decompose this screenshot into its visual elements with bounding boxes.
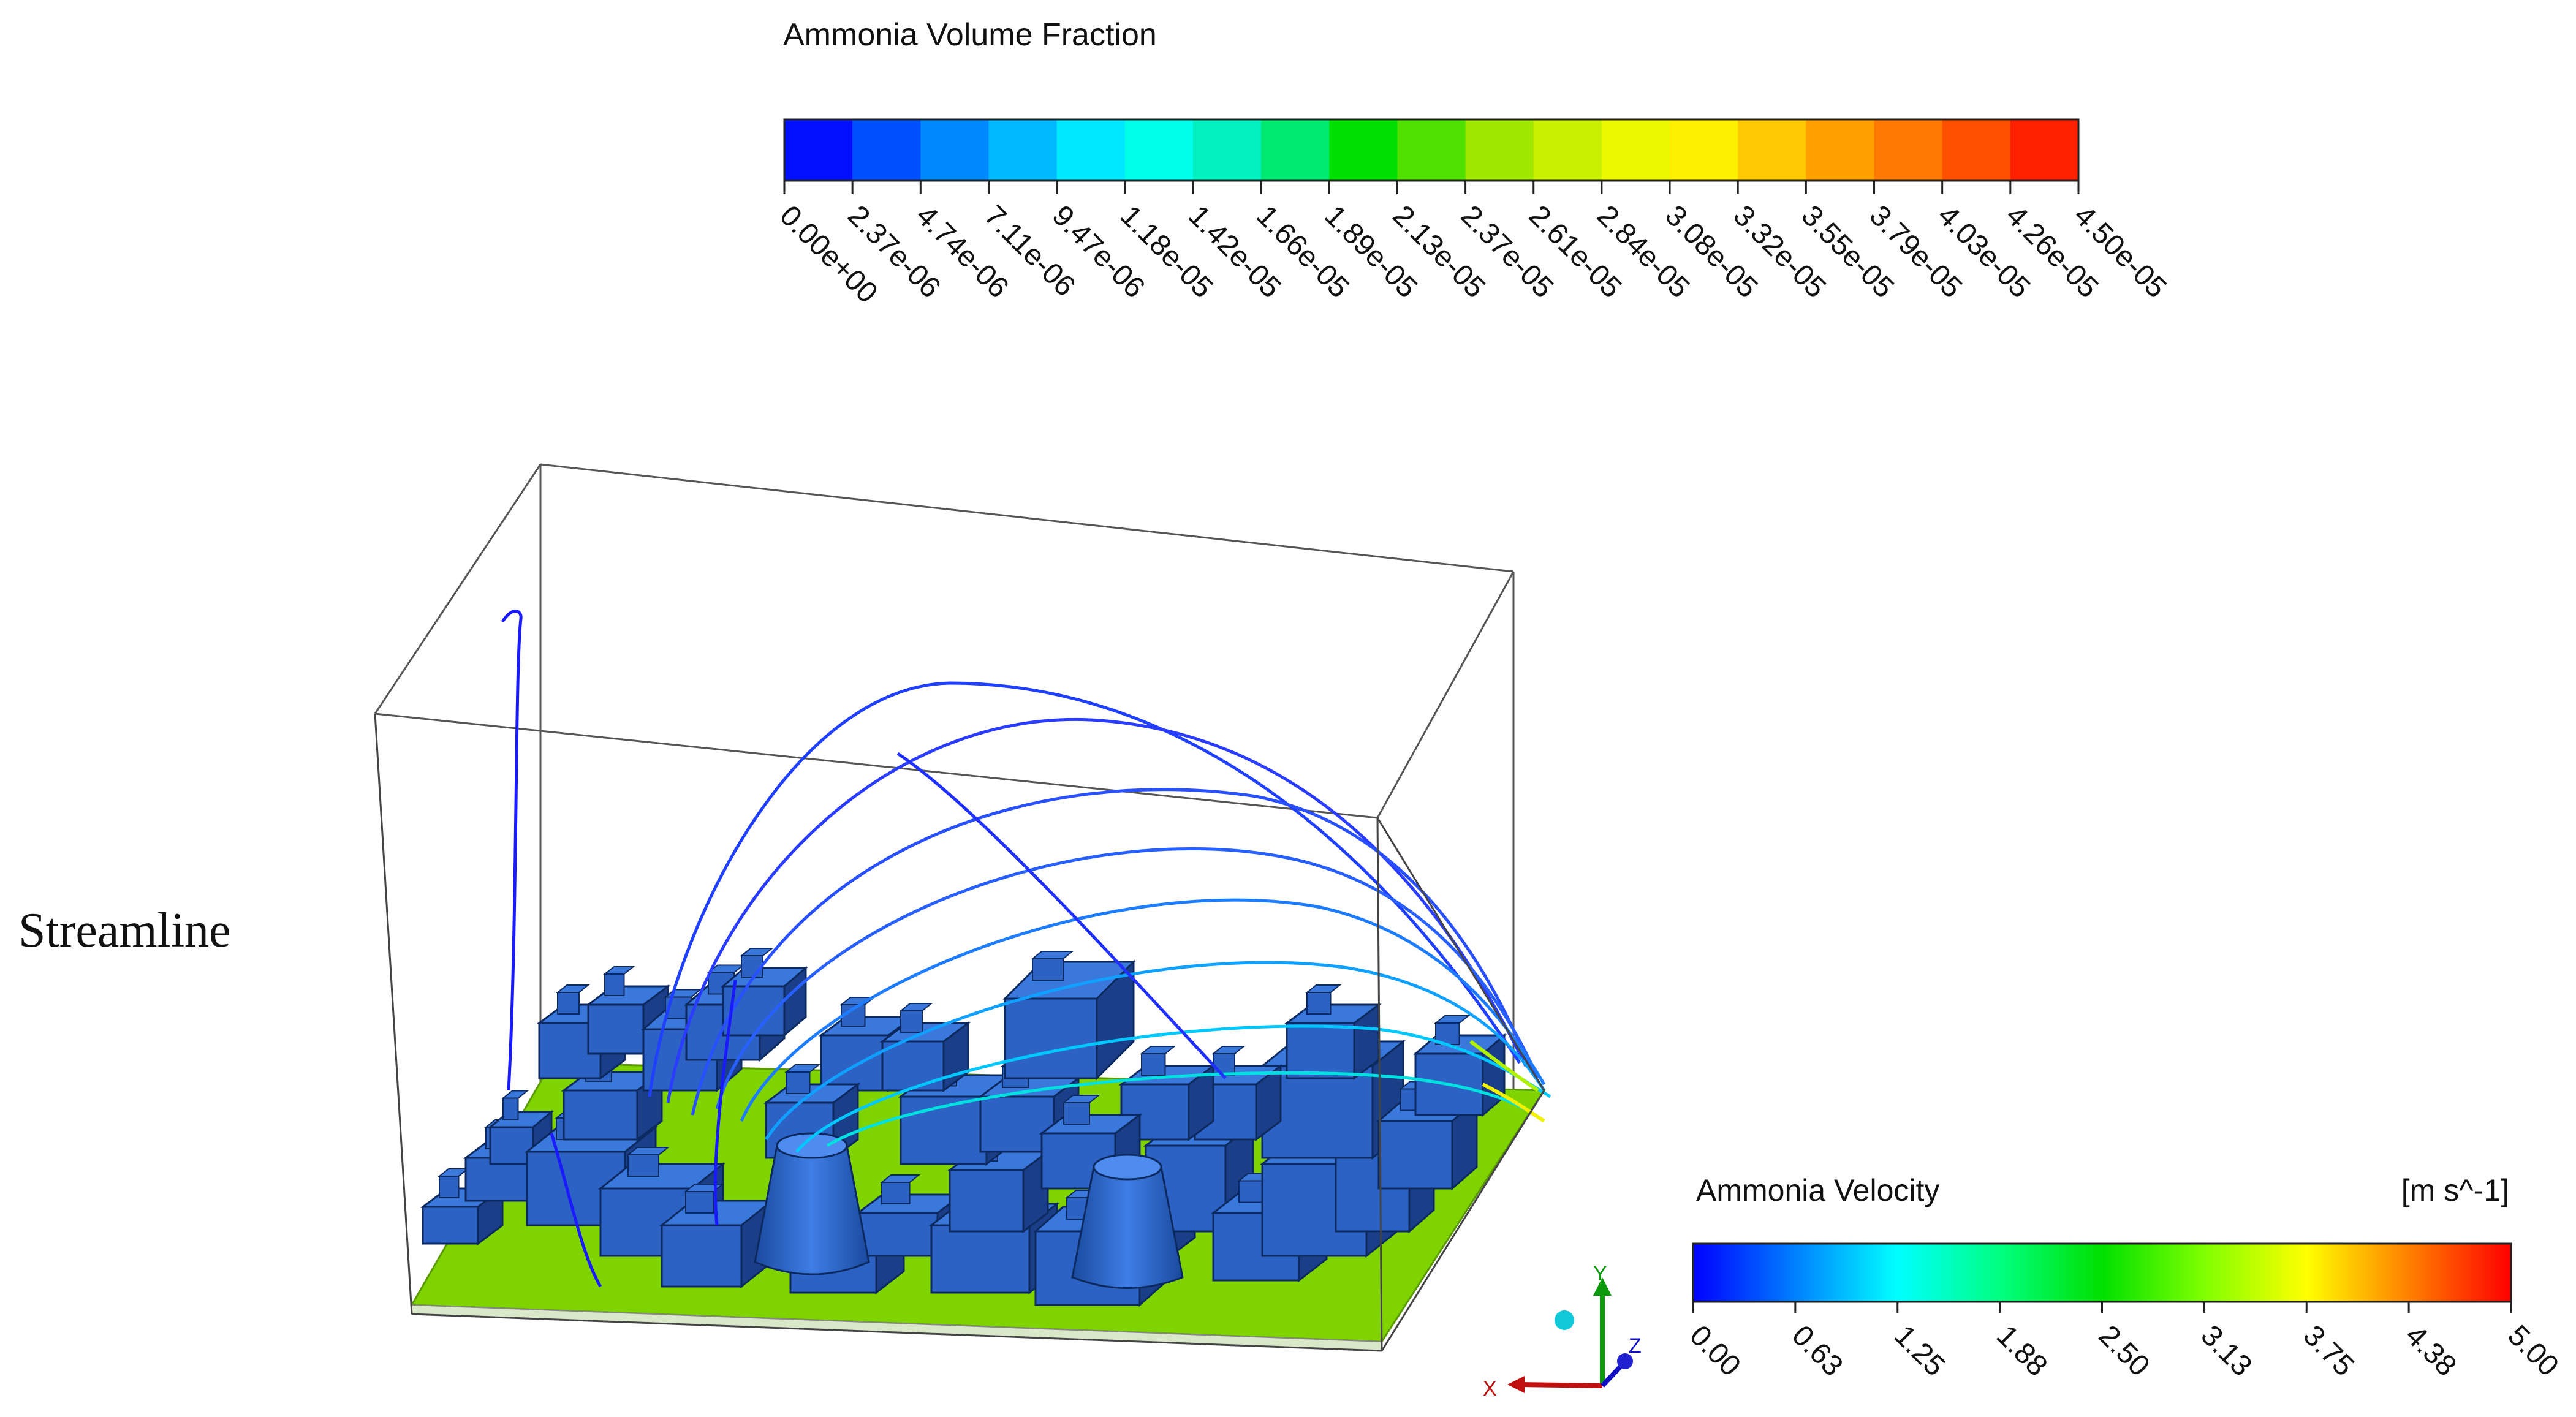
rooftop-unit — [1141, 1053, 1166, 1076]
building-front-face — [1377, 1120, 1453, 1190]
volume-fraction-band — [1261, 119, 1330, 181]
building-front-face — [1004, 997, 1098, 1079]
velocity-tick-label: 3.13 — [2195, 1319, 2259, 1383]
rooftop-unit-top — [740, 948, 774, 956]
rooftop-unit — [1032, 958, 1064, 981]
volume-fraction-band — [1329, 119, 1398, 181]
rooftop-unit-top — [1211, 1046, 1246, 1054]
building-front-face — [857, 1212, 939, 1257]
buildings — [420, 948, 1507, 1307]
domain-box-front — [374, 713, 1545, 1352]
velocity-tick-label: 0.00 — [1683, 1319, 1747, 1383]
volume-fraction-band — [1192, 119, 1262, 181]
velocity-tick-label: 1.88 — [1990, 1319, 2054, 1383]
volume-fraction-band — [1942, 119, 2011, 181]
rooftop-unit — [881, 1182, 911, 1204]
velocity-title: Ammonia Velocity — [1696, 1173, 1939, 1207]
rooftop-unit — [604, 973, 625, 996]
velocity-tick-label: 4.38 — [2399, 1319, 2463, 1383]
volume-fraction-band — [920, 119, 989, 181]
building-front-face — [949, 1169, 1025, 1233]
rooftop-unit-top — [880, 1174, 921, 1183]
velocity-tick-label: 5.00 — [2501, 1319, 2565, 1383]
axis-x-label: X — [1483, 1377, 1497, 1400]
axis-y-label: Y — [1593, 1262, 1607, 1285]
volume-fraction-band — [1806, 119, 1875, 181]
rooftop-unit-top — [438, 1168, 470, 1177]
rooftop-unit-top — [501, 1090, 529, 1099]
volume-fraction-band — [852, 119, 921, 181]
rooftop-unit — [1063, 1102, 1090, 1125]
rooftop-unit-top — [899, 1003, 933, 1011]
volume-fraction-band — [1056, 119, 1126, 181]
rooftop-unit — [1306, 992, 1332, 1015]
rooftop-unit — [627, 1154, 659, 1177]
rooftop-unit-top — [784, 1064, 821, 1073]
volume-fraction-band — [1670, 119, 1738, 181]
volume-fraction-band — [1465, 119, 1534, 181]
streamline-label: Streamline — [18, 904, 231, 958]
velocity-unit: [m s^-1] — [2401, 1173, 2509, 1207]
building-front-face — [1286, 1022, 1355, 1079]
volume-fraction-color-bar — [784, 119, 2079, 181]
rooftop-unit — [786, 1071, 811, 1094]
volume-fraction-band — [1874, 119, 1943, 181]
building-front-face — [422, 1206, 479, 1245]
rooftop-unit-top — [1305, 984, 1342, 993]
volume-fraction-band — [1738, 119, 1806, 181]
rooftop-unit-top — [1140, 1046, 1176, 1054]
rooftop-unit — [439, 1176, 460, 1198]
axis-triad: Y X Z — [1483, 1262, 1642, 1400]
domain-box-back — [374, 463, 1515, 1097]
volume-fraction-band — [1533, 119, 1602, 181]
rooftop-unit-top — [684, 1184, 725, 1192]
volume-fraction-band — [988, 119, 1058, 181]
rooftop-unit — [502, 1097, 519, 1120]
rooftop-unit — [685, 1191, 714, 1214]
velocity-legend: Ammonia Velocity [m s^-1] 0.00 0.63 1.25 1.… — [1683, 1173, 2565, 1383]
volume-fraction-title: Ammonia Volume Fraction — [783, 17, 1157, 53]
volume-fraction-band — [1601, 119, 1670, 181]
rooftop-unit-top — [1062, 1095, 1100, 1103]
volume-fraction-bar-frame — [783, 118, 2080, 182]
cone-tower-left — [754, 1132, 870, 1275]
building-front-face — [563, 1089, 638, 1141]
rooftop-unit — [900, 1010, 923, 1033]
volume-fraction-legend: Ammonia Volume Fraction 0.00e+002.37e-06… — [773, 17, 2172, 309]
volume-fraction-band — [2010, 119, 2079, 181]
rooftop-unit-top — [603, 966, 635, 975]
velocity-tick-label: 0.63 — [1786, 1319, 1849, 1383]
rooftop-unit-top — [1434, 1015, 1471, 1024]
volume-fraction-band — [1397, 119, 1466, 181]
velocity-color-bar — [1692, 1242, 2512, 1303]
volume-fraction-band — [1124, 119, 1194, 181]
velocity-tick-label: 1.25 — [1888, 1319, 1952, 1383]
cone-tower-right — [1071, 1154, 1184, 1289]
velocity-ticks: 0.00 0.63 1.25 1.88 2.50 3.13 3.75 4.38 5.00 — [1683, 1302, 2565, 1383]
rooftop-unit — [557, 992, 580, 1015]
rooftop-unit — [1213, 1053, 1235, 1076]
building-front-face — [881, 1040, 945, 1092]
velocity-tick-label: 3.75 — [2297, 1319, 2360, 1383]
rooftop-unit-top — [626, 1147, 670, 1155]
axis-z-label: Z — [1629, 1334, 1642, 1358]
building-front-face — [661, 1224, 743, 1288]
streamlines — [501, 610, 1551, 1288]
building-front-face — [820, 1034, 890, 1092]
volume-fraction-band — [784, 119, 853, 181]
velocity-tick-label: 2.50 — [2093, 1319, 2156, 1383]
volume-fraction-ticks: 0.00e+002.37e-064.74e-067.11e-069.47e-06… — [773, 181, 2173, 309]
building-front-face — [587, 1003, 645, 1055]
building-front-face — [930, 1224, 1031, 1294]
rooftop-unit-top — [556, 984, 590, 993]
rooftop-unit-top — [1031, 951, 1074, 959]
